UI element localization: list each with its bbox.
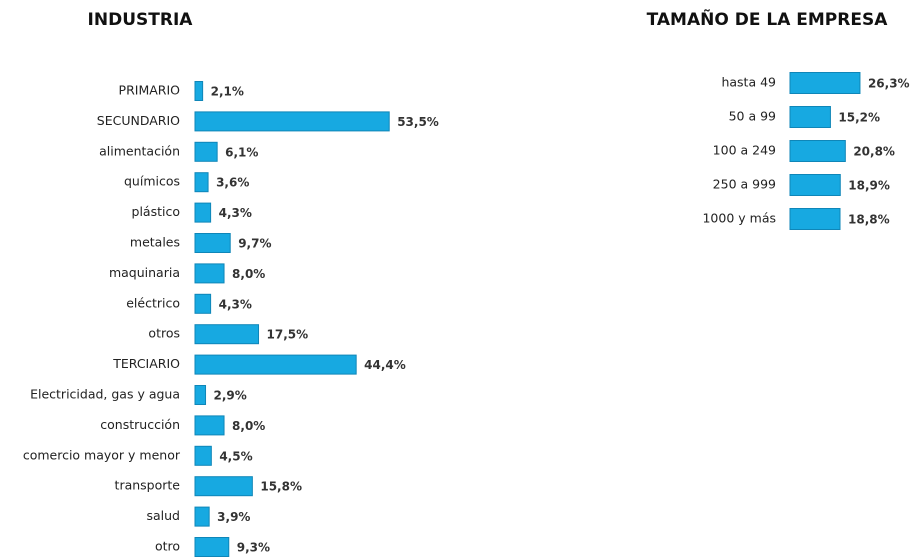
category-label: hasta 49 [721,75,776,90]
category-label: TERCIARIO [112,356,180,371]
bar [194,172,209,193]
value-label: 4,3% [219,206,252,220]
chart-title: TAMAÑO DE LA EMPRESA [647,7,889,30]
bar [789,208,841,230]
bar [194,445,212,466]
bar [194,415,225,436]
bar [789,72,861,94]
value-label: 17,5% [267,328,309,342]
bar [194,476,253,497]
value-label: 8,0% [232,267,265,281]
category-label: salud [146,508,180,523]
value-label: 53,5% [397,115,439,129]
chart-title: INDUSTRIA [88,10,194,30]
category-label: químicos [124,174,180,189]
bar [789,106,831,128]
bar [194,263,225,284]
category-label: PRIMARIO [119,83,181,98]
category-label: metales [130,235,180,250]
category-label: 1000 y más [702,211,776,226]
category-label: otros [148,326,180,341]
category-label: transporte [115,478,181,493]
category-label: otro [155,539,180,554]
value-label: 4,5% [219,449,252,463]
value-label: 26,3% [868,77,910,91]
value-label: 9,3% [237,541,270,555]
bar [194,202,212,223]
value-label: 18,8% [848,213,890,227]
value-label: 2,9% [214,389,247,403]
category-label: comercio mayor y menor [23,447,181,462]
value-label: 3,6% [216,176,249,190]
category-label: Electricidad, gas y agua [30,387,180,402]
category-label: alimentación [99,143,180,158]
bar [194,233,231,253]
value-label: 15,8% [260,480,302,494]
bar [194,293,212,314]
category-label: SECUNDARIO [97,113,180,128]
value-label: 8,0% [232,419,265,433]
bar [194,141,218,162]
bar [194,354,357,375]
bar [194,81,204,101]
value-label: 3,9% [217,510,250,524]
category-label: 100 a 249 [713,143,776,158]
bar [194,506,210,527]
category-label: 250 a 999 [713,177,776,192]
category-label: maquinaria [109,265,180,280]
value-label: 6,1% [225,145,258,159]
category-label: construcción [100,417,180,432]
bar [194,324,260,345]
bar [789,140,846,162]
category-label: eléctrico [126,295,180,310]
value-label: 4,3% [219,297,252,311]
bar [789,174,841,196]
bar [194,537,230,557]
category-label: plástico [132,204,180,219]
category-label: 50 a 99 [729,109,776,124]
value-label: 20,8% [853,145,895,159]
value-label: 9,7% [238,237,271,251]
value-label: 2,1% [211,85,244,99]
value-label: 18,9% [848,179,890,193]
bar [194,385,207,405]
bar [194,111,390,132]
value-label: 44,4% [364,358,406,372]
value-label: 15,2% [838,111,880,125]
